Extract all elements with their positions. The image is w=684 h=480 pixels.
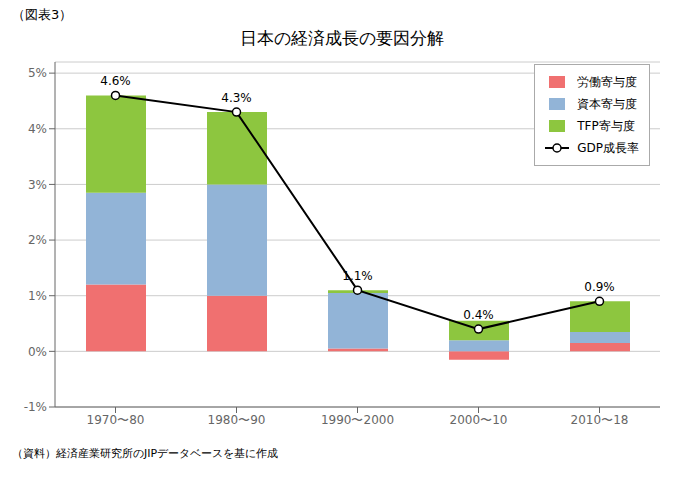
svg-text:3%: 3% — [28, 178, 47, 192]
svg-text:1990〜2000: 1990〜2000 — [321, 413, 394, 427]
html-text:TFP寄与度: TFP寄与度 — [577, 118, 635, 133]
svg-text:1.1%: 1.1% — [342, 269, 373, 283]
svg-text:0.9%: 0.9% — [584, 280, 615, 294]
html-text:資本寄与度: 資本寄与度 — [577, 96, 638, 111]
html-text:（資料）経済産業研究所のJIPデータベースを基に作成: （資料）経済産業研究所のJIPデータベースを基に作成 — [12, 447, 279, 460]
svg-text:0%: 0% — [28, 345, 47, 359]
svg-text:5%: 5% — [28, 66, 47, 80]
html-text:GDP成長率: GDP成長率 — [577, 140, 639, 155]
svg-text:4.3%: 4.3% — [221, 91, 252, 105]
svg-text:-1%: -1% — [24, 400, 47, 414]
html-text:労働寄与度: 労働寄与度 — [577, 74, 638, 89]
svg-text:1%: 1% — [28, 289, 47, 303]
svg-text:0.4%: 0.4% — [463, 308, 494, 322]
svg-text:1980〜90: 1980〜90 — [208, 413, 266, 427]
svg-text:4.6%: 4.6% — [100, 74, 131, 88]
svg-text:2000〜10: 2000〜10 — [450, 413, 508, 427]
html-text:（図表3）: （図表3） — [12, 7, 73, 22]
svg-text:2%: 2% — [28, 233, 47, 247]
svg-text:4%: 4% — [28, 122, 47, 136]
html-text:日本の経済成長の要因分解: 日本の経済成長の要因分解 — [240, 28, 444, 48]
svg-text:1970〜80: 1970〜80 — [87, 413, 145, 427]
svg-text:2010〜18: 2010〜18 — [571, 413, 629, 427]
